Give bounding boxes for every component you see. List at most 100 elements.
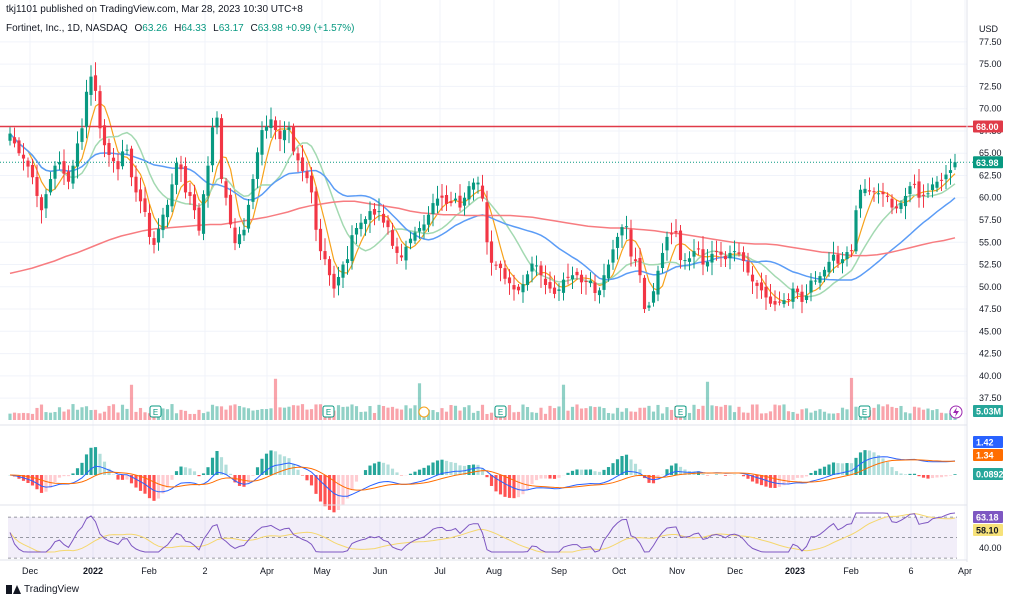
candle-body <box>881 191 885 195</box>
price-axis[interactable]: 77.5075.0072.5070.0067.5065.0062.5060.00… <box>966 0 1002 562</box>
candle <box>332 265 336 298</box>
candle-body <box>363 219 368 224</box>
macd-histogram-bar <box>125 475 129 480</box>
macd-histogram-bar <box>156 475 161 499</box>
candle <box>84 79 89 139</box>
volume-bar <box>39 404 44 420</box>
volume-bar <box>516 411 521 420</box>
candle-body <box>197 207 201 231</box>
price-tick-label: 62.50 <box>979 170 1002 180</box>
candle-body <box>503 268 507 279</box>
rsi-ma-line <box>9 512 956 553</box>
volume-bar <box>948 413 953 420</box>
tradingview-logo-icon <box>6 585 21 594</box>
candle-body <box>449 201 453 204</box>
candle <box>210 117 215 173</box>
macd-histogram-bar <box>255 467 260 475</box>
candle-body <box>651 291 656 303</box>
candle-body <box>242 229 246 236</box>
candle <box>444 185 449 211</box>
candle <box>822 266 827 283</box>
candle <box>255 147 260 189</box>
volume-bar <box>476 410 480 420</box>
macd-histogram-bar <box>57 475 62 478</box>
candle-body <box>615 236 620 248</box>
candle <box>593 274 597 302</box>
candle <box>539 261 543 288</box>
high-value: 64.33 <box>181 23 207 34</box>
rsi-pane <box>0 504 967 561</box>
macd-histogram-bar <box>188 468 192 475</box>
earnings-marker: E <box>858 405 871 418</box>
volume-bar <box>566 410 570 420</box>
candle <box>179 155 183 182</box>
macd-histogram-bar <box>939 475 944 478</box>
macd-histogram-bar <box>525 475 530 490</box>
candle-body <box>287 127 291 130</box>
candle <box>431 193 435 227</box>
volume-bar <box>611 413 615 420</box>
macd-histogram-bar <box>386 464 390 475</box>
macd-histogram-bar <box>476 464 480 475</box>
volume-bar <box>782 404 786 420</box>
macd-histogram-bar <box>521 475 525 495</box>
macd-histogram-bar <box>944 475 948 477</box>
macd-histogram-bar <box>39 475 44 493</box>
macd-histogram-bar <box>327 475 332 510</box>
candle <box>737 243 741 257</box>
macd-histogram-bar <box>620 456 624 475</box>
volume-bar <box>881 406 885 420</box>
candle <box>516 283 521 295</box>
candle-body <box>530 263 534 272</box>
candle-body <box>534 265 539 267</box>
volume-bar <box>534 412 539 420</box>
candle <box>642 275 647 314</box>
candle-body <box>233 227 237 244</box>
candle <box>251 174 255 210</box>
volume-bar <box>395 408 399 420</box>
candle <box>291 123 296 156</box>
volume-tag-box <box>973 405 1003 417</box>
macd-histogram-bar <box>269 450 273 475</box>
open-label: O <box>134 23 143 34</box>
candle-body <box>629 229 633 257</box>
candle-body <box>354 228 359 235</box>
candle <box>462 192 467 216</box>
candle <box>98 85 102 139</box>
candle-body <box>647 305 651 308</box>
candle-body <box>332 273 336 289</box>
symbol-legend[interactable]: Fortinet, Inc., 1D, NASDAQ O63.26 H64.33… <box>6 23 355 34</box>
earnings-box <box>858 405 871 418</box>
candle-body <box>296 153 300 161</box>
candle <box>134 165 138 202</box>
candle <box>930 177 935 198</box>
candle <box>327 256 332 286</box>
macd-histogram-bar <box>615 459 620 475</box>
candle <box>368 201 372 233</box>
replay-icon[interactable] <box>949 405 963 419</box>
price-tick-label: 75.00 <box>979 59 1002 69</box>
candle-body <box>795 288 800 293</box>
candle-body <box>80 128 84 142</box>
candle-body <box>120 151 125 167</box>
candle-body <box>422 224 426 231</box>
macd-histogram-bar <box>314 475 318 494</box>
price-tick-label: 70.00 <box>979 104 1002 114</box>
candle-body <box>98 91 102 129</box>
candle-body <box>620 227 624 236</box>
macd-histogram-bar <box>809 472 813 475</box>
earnings-letter: E <box>862 408 867 417</box>
candle <box>341 261 345 288</box>
macd-histogram-bar <box>354 475 359 482</box>
candle-body <box>494 264 498 266</box>
volume-bar <box>557 406 561 420</box>
low-value: 63.17 <box>218 23 244 34</box>
tradingview-brand[interactable]: TradingView <box>6 584 79 595</box>
price-tick-label: 52.50 <box>979 260 1002 270</box>
candle <box>413 226 417 245</box>
candle <box>21 143 26 171</box>
time-axis[interactable]: Dec 2022 Feb 2 Apr May Jun Jul Aug Sep Oct Nov Dec 20… <box>22 566 972 576</box>
candle <box>530 256 534 283</box>
volume-bar <box>755 404 759 420</box>
